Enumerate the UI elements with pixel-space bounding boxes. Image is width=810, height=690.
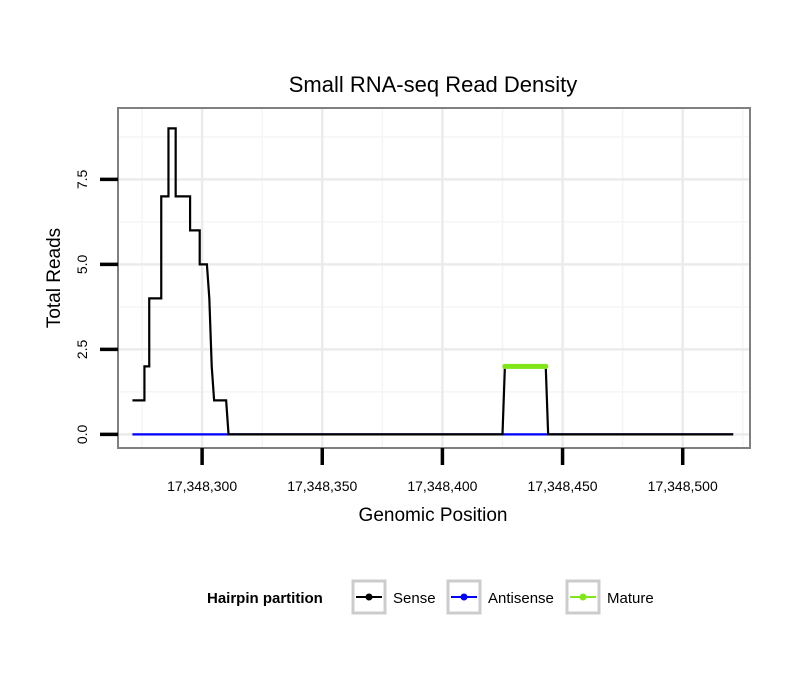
y-tick-label-0: 0.0 [74, 424, 90, 444]
x-tick-label-4: 17,348,500 [648, 478, 718, 494]
legend-label-mature: Mature [607, 590, 654, 607]
chart-title: Small RNA-seq Read Density [289, 72, 578, 97]
legend-label-antisense: Antisense [488, 590, 554, 607]
legend-item-antisense: Antisense [446, 579, 554, 615]
legend-point-antisense [460, 593, 468, 601]
x-axis-title: Genomic Position [359, 505, 508, 526]
x-tick-label-1: 17,348,350 [287, 478, 357, 494]
series-layer [132, 127, 734, 436]
x-tick-label-2: 17,348,400 [407, 478, 477, 494]
y-tick-label-2: 5.0 [74, 254, 90, 274]
legend-point-sense [365, 593, 373, 601]
legend: Hairpin partition Sense Antisense Mature [207, 579, 654, 615]
plot-area [117, 107, 751, 449]
legend-title: Hairpin partition [207, 590, 323, 607]
series-line-sense [132, 127, 734, 436]
x-tick-label-3: 17,348,450 [528, 478, 598, 494]
x-tick-label-0: 17,348,300 [167, 478, 237, 494]
y-tick-label-1: 2.5 [74, 339, 90, 359]
mature-point-17 [543, 363, 549, 369]
y-axis-title: Total Reads [44, 228, 65, 328]
legend-item-mature: Mature [565, 579, 654, 615]
plot-border [117, 107, 751, 449]
legend-label-sense: Sense [393, 590, 436, 607]
legend-point-mature [579, 593, 587, 601]
y-tick-label-3: 7.5 [74, 169, 90, 189]
legend-item-sense: Sense [351, 579, 436, 615]
x-axis: 17,348,300 17,348,350 17,348,400 17,348,450… [167, 448, 718, 494]
y-axis: 0.0 2.5 5.0 7.5 [74, 169, 118, 444]
